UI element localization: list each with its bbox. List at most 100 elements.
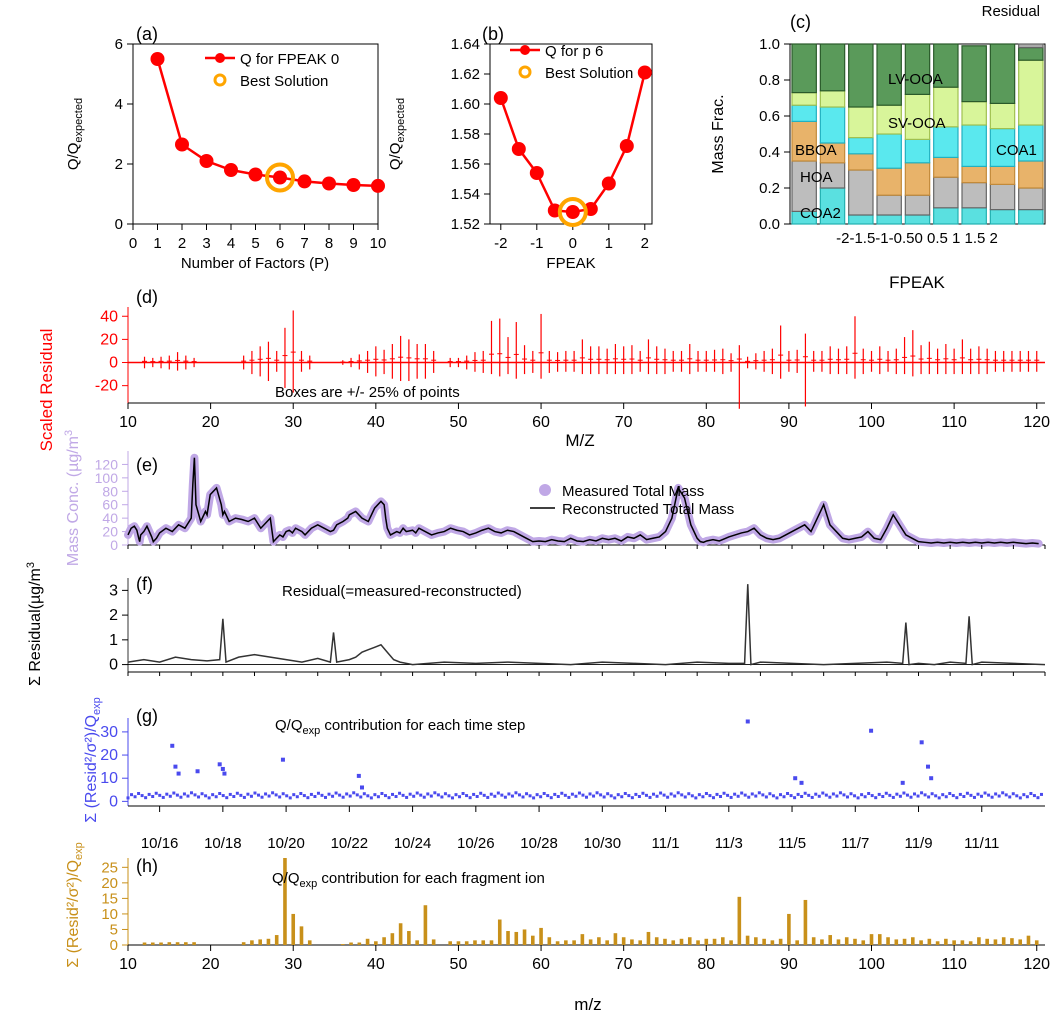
panel-g-point-67 xyxy=(362,792,366,796)
panel-g-point-27 xyxy=(221,794,225,798)
panel-c-bar-BBOA-0 xyxy=(791,120,817,162)
panel-h-bar-102 xyxy=(886,937,890,945)
panel-g-point-0 xyxy=(126,796,130,800)
panel-g-point-49 xyxy=(299,791,303,795)
panel-g-point-155 xyxy=(673,794,677,798)
panel-h-xtick-label-6: 70 xyxy=(615,956,633,973)
panel-h-bar-38 xyxy=(357,942,362,945)
panel-g-point-112 xyxy=(521,795,525,799)
panel-g-point-50 xyxy=(302,794,306,798)
panel-g-point-150 xyxy=(655,794,659,798)
panel-b-best-marker xyxy=(557,197,588,227)
panel-g-point-60 xyxy=(338,793,342,797)
panel-c-bar-BBOA-5 xyxy=(933,156,959,178)
panel-a-xtick-label-6: 6 xyxy=(276,235,284,252)
panel-g-point-71 xyxy=(376,795,380,799)
panel-f-yticks: 0 1 2 3 xyxy=(109,582,128,674)
panel-g-outlier-14 xyxy=(900,780,905,785)
panel-g-point-165 xyxy=(708,794,712,798)
panel-h-bar-14 xyxy=(159,942,163,945)
panel-g-point-99 xyxy=(475,795,479,799)
panel-g-point-79 xyxy=(405,795,409,799)
panel-h-bar-37 xyxy=(349,942,353,945)
panel-g-point-83 xyxy=(419,793,423,797)
panel-c-bar-SV-OOA-2 xyxy=(848,106,874,139)
panel-a-xtick-label-2: 2 xyxy=(178,235,186,252)
panel-a-ytick-label-2: 4 xyxy=(115,96,123,113)
panel-d-xtick-label-11: 120 xyxy=(1023,414,1050,431)
panel-g-point-161 xyxy=(694,796,698,800)
panel-h-xtick-label-7: 80 xyxy=(697,956,715,973)
panel-g-point-159 xyxy=(687,792,691,796)
panel-g-outlier-1 xyxy=(173,764,178,769)
panel-h-bar-89 xyxy=(778,938,783,945)
panel-g-point-98 xyxy=(472,792,476,796)
panel-d-xtick-label-10: 110 xyxy=(941,414,967,431)
panel-g-point-97 xyxy=(468,796,472,800)
panel-g-point-134 xyxy=(599,793,603,797)
panel-h-bar-31 xyxy=(299,926,304,945)
panel-g-point-89 xyxy=(440,795,444,799)
panel-a-xtick-label-7: 7 xyxy=(300,235,308,252)
panel-g-point-246 xyxy=(994,792,998,796)
panel-h-bar-108 xyxy=(935,941,940,945)
panel-c-bar-COA1-2 xyxy=(848,137,874,155)
panel-g-point-6 xyxy=(147,792,151,796)
panel-e-ytick-label-5: 100 xyxy=(95,470,119,486)
panel-c-bar-LV-OOA-5 xyxy=(933,43,959,88)
panel-g-point-109 xyxy=(510,794,514,798)
panel-g-point-100 xyxy=(479,791,483,795)
panel-g-point-237 xyxy=(962,795,966,799)
panel-h-xtick-label-8: 90 xyxy=(780,956,798,973)
panel-g-point-105 xyxy=(496,791,500,795)
panel-g-point-255 xyxy=(1025,795,1029,799)
panel-c-label-residual: Residual xyxy=(982,3,1040,20)
panel-c-bar-COA1-5 xyxy=(933,126,959,159)
panel-g-point-7 xyxy=(151,795,155,799)
panel-g-point-81 xyxy=(412,794,416,798)
panel-g-point-42 xyxy=(274,793,278,797)
panel-b-yticks: 1.52 1.54 1.56 1.58 1.60 1.62 1.64 xyxy=(451,36,490,233)
panel-g-point-146 xyxy=(641,791,645,795)
panel-g-point-201 xyxy=(835,794,839,798)
panel-a-legend: Q for FPEAK 0 Best Solution xyxy=(205,51,339,90)
panel-g-point-145 xyxy=(637,795,641,799)
panel-h-bar-16 xyxy=(175,942,180,945)
panel-g-point-141 xyxy=(623,791,627,795)
panel-g-point-102 xyxy=(486,795,490,799)
panel-h-bar-59 xyxy=(531,935,535,945)
panel-d-xtick-label-3: 40 xyxy=(367,414,385,431)
panel-f-ylabel: Σ Residual(µg/m3 xyxy=(25,562,44,686)
panel-h-bar-72 xyxy=(638,940,642,945)
panel-g-point-157 xyxy=(680,793,684,797)
panel-c-label-coa2: COA2 xyxy=(800,205,841,222)
panel-d-xtick-label-4: 50 xyxy=(450,414,468,431)
panel-h-bar-94 xyxy=(820,939,824,945)
panel-a-point-7 xyxy=(322,176,336,191)
panel-b-legend-label-1: Q for p 6 xyxy=(545,43,603,60)
panel-g-point-180 xyxy=(761,793,765,797)
panel-d-xtick-label-7: 80 xyxy=(697,414,715,431)
panel-c-bar-BBOA-4 xyxy=(904,162,931,196)
panel-g-point-178 xyxy=(754,794,758,798)
panel-g-point-218 xyxy=(895,792,899,796)
panel-g-point-91 xyxy=(447,794,451,798)
panel-e-letter: (e) xyxy=(136,455,158,475)
panel-g-point-16 xyxy=(182,792,186,796)
panel-c-bar-SV-OOA-5 xyxy=(933,86,959,128)
panel-g-point-2 xyxy=(133,795,137,799)
panel-g-outlier-8 xyxy=(356,773,361,778)
panel-e-legend: Measured Total Mass Reconstructed Total … xyxy=(530,483,734,518)
panel-g-point-228 xyxy=(930,792,934,796)
panel-d-annotation: Boxes are +/- 25% of points xyxy=(275,384,460,401)
panel-g-point-210 xyxy=(867,791,871,795)
panel-h-bar-55 xyxy=(497,919,502,945)
panel-g-point-171 xyxy=(729,795,733,799)
panel-d-ytick-label-1: 0 xyxy=(109,355,118,372)
panel-g-point-135 xyxy=(602,795,606,799)
panel-h-ylabel: Σ (Resid²/σ²)/Qexp xyxy=(65,842,85,968)
panel-c-bar-COA1-7 xyxy=(989,128,1016,168)
panel-g-xtick-label-7: 10/30 xyxy=(584,835,622,852)
